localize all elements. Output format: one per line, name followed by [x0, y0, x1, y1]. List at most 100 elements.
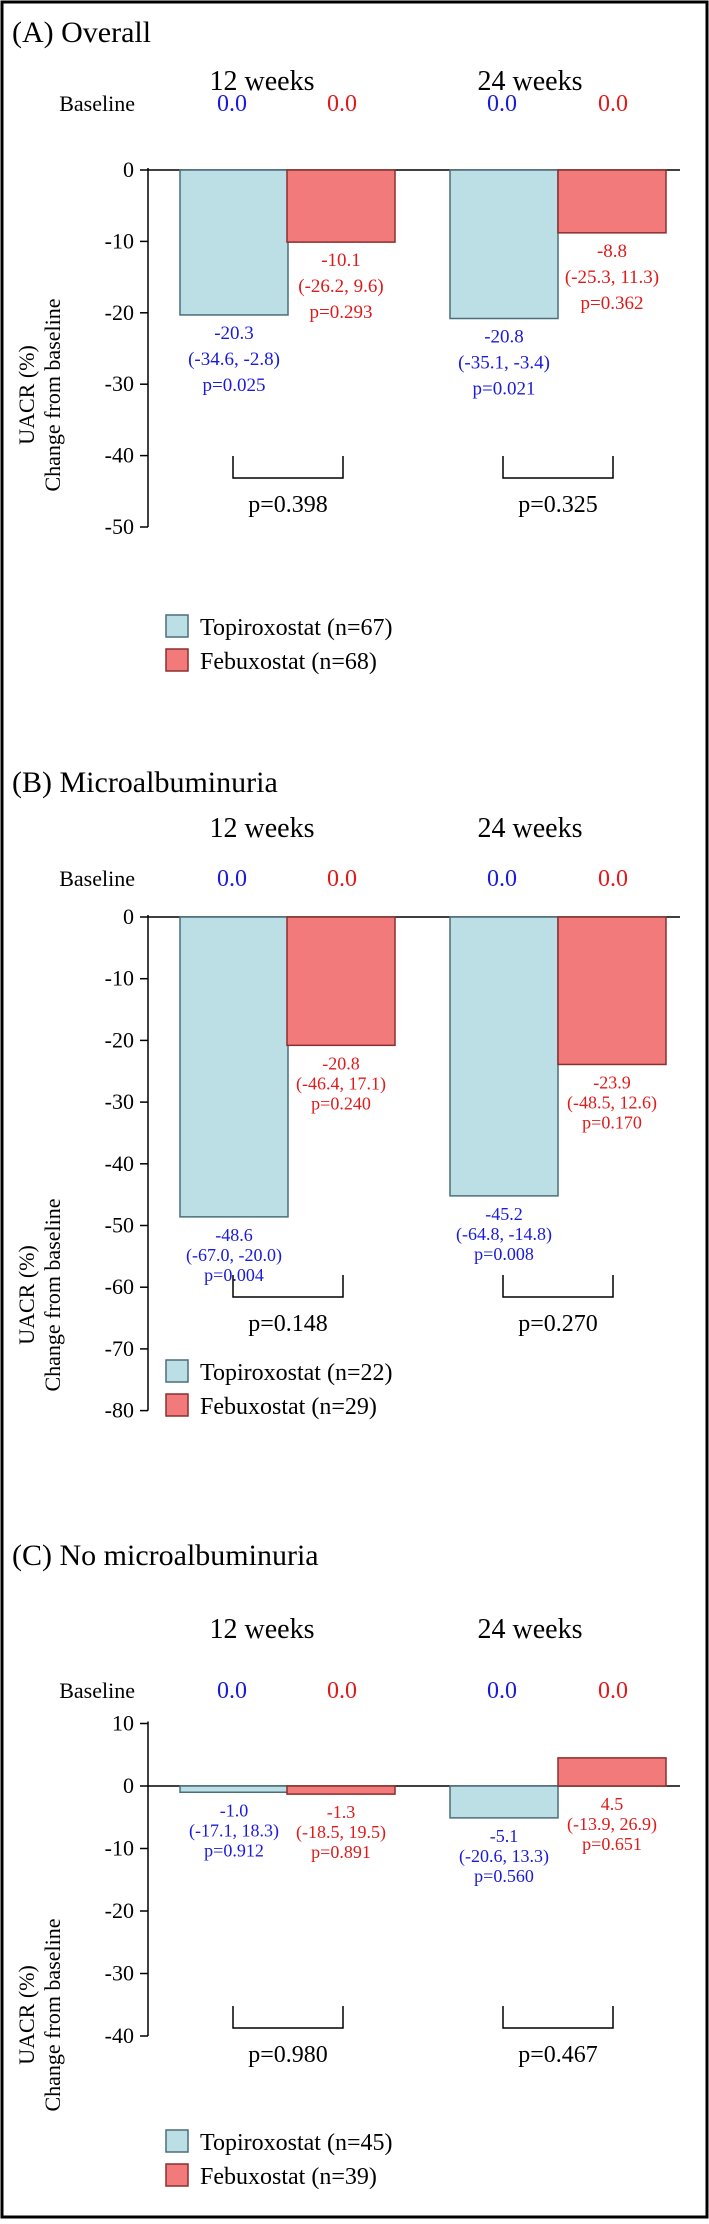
- bar-value-label: (-64.8, -14.8): [456, 1224, 552, 1245]
- legend-label: Febuxostat (n=29): [200, 1394, 377, 1420]
- category-label: 24 weeks: [478, 813, 583, 844]
- bar-value-label: -45.2: [485, 1204, 523, 1224]
- topiroxostat-bar: [449, 916, 559, 1197]
- baseline-value: 0.0: [487, 1678, 517, 1704]
- bar-value-label: p=0.025: [203, 375, 266, 396]
- y-axis-label: UACR (%)Change from baseline: [14, 1198, 65, 1391]
- legend-swatch: [165, 1359, 189, 1383]
- y-tick-label: -70: [105, 1336, 134, 1361]
- panel-title: (C) No microalbuminuria: [12, 1539, 319, 1572]
- topiroxostat-bar: [449, 1785, 559, 1819]
- category-label: 12 weeks: [210, 66, 315, 97]
- bar-value-label: p=0.240: [311, 1093, 371, 1113]
- bar-value-label: (-34.6, -2.8): [188, 349, 280, 370]
- y-axis-label-line2: Change from baseline: [40, 1198, 65, 1391]
- y-tick-label: -10: [105, 228, 134, 253]
- bar-value-label: (-35.1, -3.4): [458, 353, 550, 374]
- legend-swatch: [165, 2129, 189, 2153]
- febuxostat-bar: [557, 916, 667, 1066]
- bar-value-label: p=0.362: [581, 293, 644, 314]
- y-tick-label: -20: [105, 300, 134, 325]
- legend-label: Topiroxostat (n=22): [200, 1360, 393, 1386]
- y-tick-label: -40: [105, 2023, 134, 2048]
- bar-value-label: p=0.170: [582, 1112, 642, 1132]
- y-axis-label-line1: UACR (%): [14, 345, 39, 445]
- febuxostat-bar: [286, 1785, 396, 1795]
- y-tick-label: -10: [105, 1836, 134, 1861]
- bar-value-label: (-48.5, 12.6): [567, 1092, 657, 1113]
- bar-value-label: (-18.5, 19.5): [296, 1822, 386, 1843]
- y-axis-label-line1: UACR (%): [14, 1245, 39, 1345]
- bar-value-label: -20.3: [214, 323, 254, 344]
- y-axis-label-line2: Change from baseline: [40, 298, 65, 491]
- baseline-value: 0.0: [217, 91, 247, 117]
- comparison-bracket: [232, 1275, 344, 1298]
- y-axis-label: UACR (%)Change from baseline: [14, 298, 65, 491]
- febuxostat-bar: [557, 169, 667, 234]
- febuxostat-bar: [286, 169, 396, 243]
- y-tick-label: -40: [105, 1151, 134, 1176]
- bar-value-label: p=0.008: [474, 1244, 534, 1264]
- baseline-value: 0.0: [487, 866, 517, 892]
- topiroxostat-bar: [179, 169, 289, 316]
- febuxostat-bar: [286, 916, 396, 1047]
- legend-label: Topiroxostat (n=67): [200, 615, 393, 641]
- baseline-value: 0.0: [327, 91, 357, 117]
- y-tick-label: -60: [105, 1274, 134, 1299]
- bar-value-label: 4.5: [601, 1794, 624, 1814]
- y-tick-label: -40: [105, 443, 134, 468]
- y-axis-label: UACR (%)Change from baseline: [14, 1918, 65, 2111]
- y-tick-label: -20: [105, 1027, 134, 1052]
- legend-swatch: [165, 1393, 189, 1417]
- panel-title: (B) Microalbuminuria: [12, 766, 278, 799]
- y-tick-label: -50: [105, 1213, 134, 1238]
- y-tick-label: -50: [105, 514, 134, 539]
- baseline-value: 0.0: [487, 91, 517, 117]
- bar-value-label: -10.1: [321, 250, 361, 271]
- topiroxostat-bar: [179, 1785, 289, 1793]
- y-tick-label: -80: [105, 1398, 134, 1423]
- y-axis-label-line2: Change from baseline: [40, 1918, 65, 2111]
- bar-value-label: p=0.560: [474, 1866, 534, 1886]
- comparison-bracket: [232, 2006, 344, 2029]
- panel-3: (C) No microalbuminuria 12 weeks 24 weeks B…: [12, 1539, 680, 2190]
- category-label: 24 weeks: [478, 66, 583, 97]
- category-label: 24 weeks: [478, 1614, 583, 1645]
- legend-swatch: [165, 614, 189, 638]
- bar-value-label: (-46.4, 17.1): [296, 1073, 386, 1094]
- baseline-label: Baseline: [59, 1678, 135, 1703]
- bar-value-label: p=0.912: [204, 1840, 264, 1860]
- bar-value-label: -8.8: [597, 241, 627, 262]
- baseline-label: Baseline: [59, 91, 135, 116]
- legend-label: Topiroxostat (n=45): [200, 2130, 393, 2156]
- bar-value-label: p=0.651: [582, 1834, 642, 1854]
- comparison-p-value: p=0.467: [518, 2042, 598, 2068]
- baseline-value: 0.0: [327, 866, 357, 892]
- baseline-value: 0.0: [598, 91, 628, 117]
- y-tick-label: 0: [123, 904, 134, 929]
- comparison-bracket: [502, 2006, 614, 2029]
- legend-label: Febuxostat (n=39): [200, 2164, 377, 2190]
- comparison-p-value: p=0.148: [248, 1311, 328, 1337]
- bar-value-label: p=0.004: [204, 1265, 264, 1285]
- baseline-value: 0.0: [598, 866, 628, 892]
- comparison-bracket: [232, 456, 344, 479]
- comparison-p-value: p=0.980: [248, 2042, 328, 2068]
- bar-value-label: (-67.0, -20.0): [186, 1245, 282, 1266]
- febuxostat-bar: [557, 1757, 667, 1787]
- bar-value-label: p=0.891: [311, 1842, 371, 1862]
- legend-swatch: [165, 2163, 189, 2187]
- bar-value-label: -20.8: [484, 327, 524, 348]
- bar-value-label: -1.0: [220, 1800, 249, 1820]
- bar-value-label: -20.8: [322, 1053, 360, 1073]
- legend-label: Febuxostat (n=68): [200, 649, 377, 675]
- bar-value-label: (-25.3, 11.3): [565, 267, 659, 288]
- bar-value-label: (-13.9, 26.9): [567, 1814, 657, 1835]
- bar-value-label: -48.6: [215, 1225, 253, 1245]
- category-label: 12 weeks: [210, 813, 315, 844]
- bar-value-label: -23.9: [593, 1072, 631, 1092]
- y-tick-label: -10: [105, 966, 134, 991]
- y-tick-label: 0: [123, 1773, 134, 1798]
